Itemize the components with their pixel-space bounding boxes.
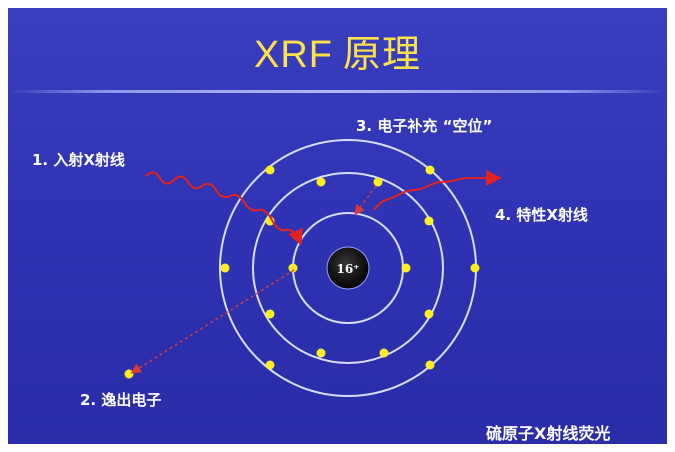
electron (401, 263, 411, 273)
electron (316, 348, 326, 358)
electron (265, 309, 275, 319)
electron (425, 360, 435, 370)
orbit-l-shell (252, 172, 444, 364)
slide: XRF 原理 16⁺ (8, 8, 667, 444)
slide-caption: 硫原子X射线荧光 (486, 424, 611, 443)
electron (220, 263, 230, 273)
electron (424, 309, 434, 319)
electron (470, 263, 480, 273)
title-chinese: 原理 (342, 32, 421, 76)
label-electron-refill: 3. 电子补充 “空位” (356, 117, 493, 135)
atom-diagram: 16⁺ (124, 139, 502, 397)
electron (424, 216, 434, 226)
label-incident-xray: 1. 入射X射线 (32, 151, 125, 169)
title-latin: XRF (253, 34, 333, 76)
ejected-electron-path (130, 269, 295, 374)
nucleus (326, 246, 370, 290)
refill-path (354, 185, 377, 216)
label-ejected-electron: 2. 逸出电子 (80, 391, 162, 409)
incident-xray-wave (145, 171, 303, 246)
electron (265, 360, 275, 370)
title-divider (8, 90, 667, 93)
slide-title: XRF 原理 (8, 32, 667, 77)
electron (425, 165, 435, 175)
electron (379, 348, 389, 358)
electron (265, 165, 275, 175)
electron (373, 177, 383, 187)
electron (288, 263, 298, 273)
nucleus-label: 16⁺ (336, 262, 359, 276)
label-characteristic-xray: 4. 特性X射线 (495, 206, 588, 224)
electron (316, 177, 326, 187)
ejected-electron (124, 369, 134, 379)
characteristic-xray-wave (373, 170, 502, 211)
